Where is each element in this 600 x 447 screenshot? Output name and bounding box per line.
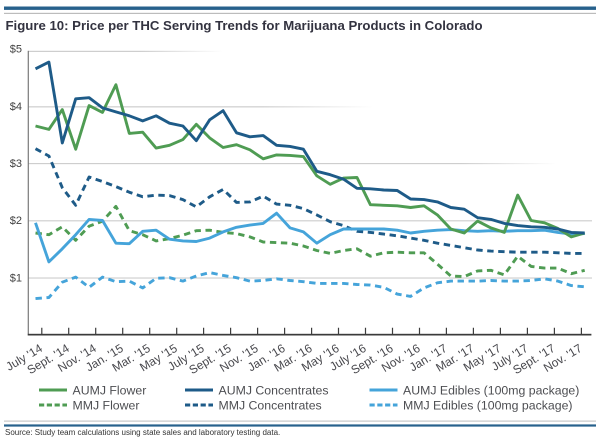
svg-text:AUMJ Edibles (100mg package): AUMJ Edibles (100mg package): [403, 383, 579, 397]
svg-text:AUMJ Concentrates: AUMJ Concentrates: [219, 383, 329, 397]
svg-text:$5: $5: [10, 44, 22, 56]
svg-text:$3: $3: [10, 158, 22, 170]
svg-text:MMJ Flower: MMJ Flower: [73, 398, 140, 412]
svg-text:$2: $2: [10, 215, 22, 227]
svg-text:$1: $1: [10, 272, 22, 284]
svg-text:MMJ Concentrates: MMJ Concentrates: [219, 398, 322, 412]
svg-text:Figure 10: Price per THC Servi: Figure 10: Price per THC Serving Trends …: [6, 18, 483, 33]
svg-text:MMJ Edibles (100mg package): MMJ Edibles (100mg package): [403, 398, 573, 412]
svg-text:Source: Study team calculation: Source: Study team calculations using st…: [5, 428, 280, 437]
svg-text:AUMJ Flower: AUMJ Flower: [73, 383, 147, 397]
svg-text:$4: $4: [10, 101, 22, 113]
